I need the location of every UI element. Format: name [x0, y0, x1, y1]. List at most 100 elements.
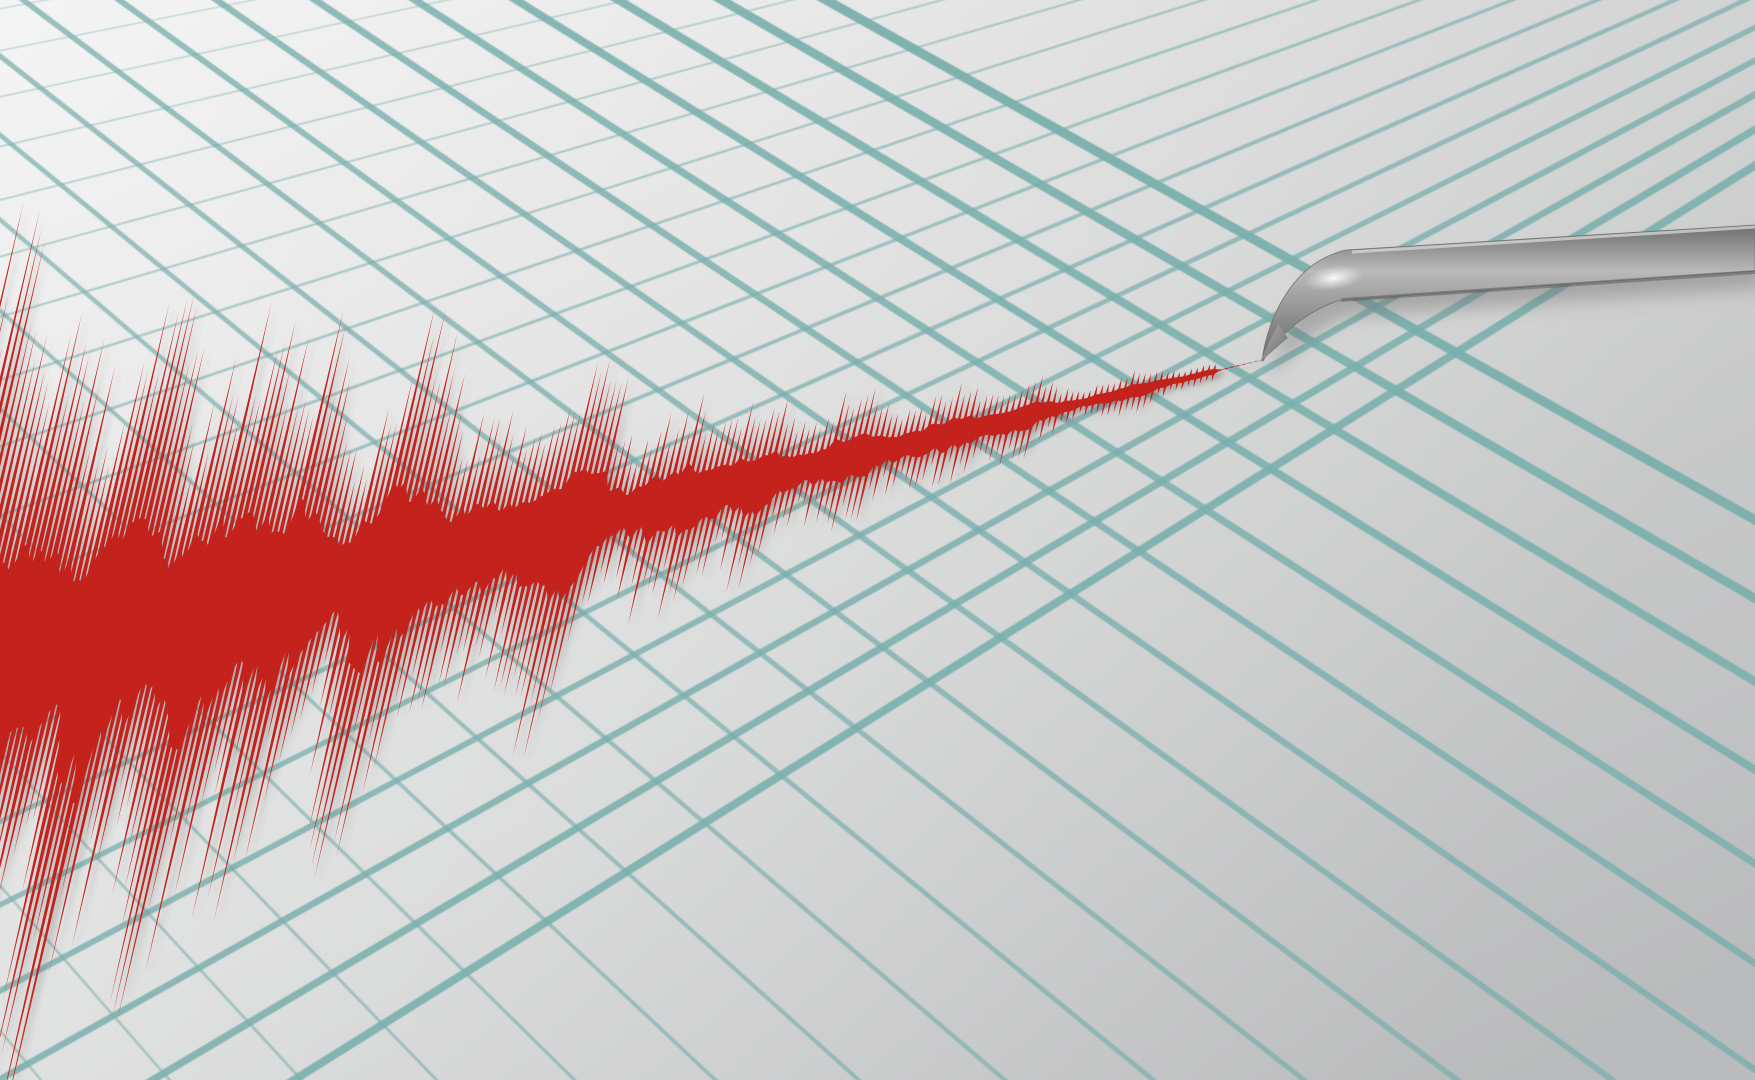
- trace-spike: [719, 417, 756, 572]
- trace-spike: [1224, 367, 1228, 370]
- trace-spike: [314, 309, 446, 880]
- trace-spike: [523, 381, 611, 760]
- trace-spike: [548, 382, 622, 698]
- trace-spike: [409, 458, 468, 714]
- trace-spike: [1248, 362, 1252, 364]
- trace-spike: [214, 399, 306, 796]
- trace-spike: [999, 393, 1017, 466]
- trace-spike: [478, 448, 527, 658]
- trace-spike: [120, 418, 240, 931]
- trace-spike: [868, 403, 889, 491]
- trace-spike: [701, 417, 739, 576]
- trace-spike: [22, 361, 145, 891]
- trace-spike: [1018, 381, 1036, 459]
- trace-spike: [362, 406, 452, 794]
- trace-spike: [290, 447, 358, 737]
- trace-spike: [0, 354, 90, 754]
- stylus-needle: [1260, 224, 1755, 362]
- trace-spike: [310, 424, 391, 775]
- trace-spike: [996, 394, 1011, 456]
- trace-spike: [1072, 390, 1080, 421]
- trace-spike: [0, 207, 41, 389]
- trace-spike: [803, 417, 830, 528]
- trace-spike: [308, 377, 413, 832]
- trace-spike: [989, 395, 1005, 462]
- trace-spike: [439, 417, 495, 656]
- trace-spike: [803, 427, 821, 506]
- trace-spike: [738, 410, 780, 591]
- trace-spike: [71, 421, 193, 947]
- trace-spike: [914, 395, 937, 489]
- trace-spike: [1230, 366, 1234, 368]
- trace-spike: [856, 405, 883, 523]
- trace-spike: [6, 298, 188, 1080]
- trace-spike: [1107, 383, 1115, 416]
- trace-spike: [128, 395, 233, 848]
- trace-spike: [922, 393, 943, 482]
- trace-spike: [749, 398, 789, 565]
- trace-spike: [663, 392, 705, 571]
- trace-spike: [883, 413, 899, 478]
- trace-spike: [126, 452, 209, 808]
- trace-spike: [842, 393, 869, 508]
- trace-spike: [309, 305, 436, 852]
- trace-spike: [2, 371, 149, 1000]
- trace-spike: [0, 379, 49, 603]
- trace-spike: [32, 420, 126, 822]
- trace-spike: [693, 421, 727, 564]
- trace-spike: [174, 402, 289, 897]
- trace-spike: [972, 395, 988, 459]
- trace-spike: [485, 431, 543, 680]
- trace-spike: [538, 379, 617, 721]
- trace-spike: [642, 427, 680, 586]
- trace-spike: [0, 463, 99, 890]
- trace-spike: [587, 439, 626, 605]
- trace-spike: [421, 455, 481, 711]
- trace-spike: [963, 400, 981, 475]
- trace-spike: [117, 396, 262, 1021]
- trace-spike: [191, 408, 310, 920]
- trace-spike: [949, 390, 972, 485]
- trace-spike: [60, 306, 197, 900]
- trace-spike: [1052, 393, 1062, 435]
- trace-spike: [86, 347, 199, 835]
- trace-spike: [457, 456, 514, 703]
- trace-spike: [905, 406, 923, 482]
- trace-spike: [368, 371, 455, 745]
- trace-spike: [0, 385, 100, 820]
- trace-spike: [892, 409, 911, 488]
- needle-specular-highlight: [1304, 265, 1364, 291]
- trace-spike: [845, 388, 876, 520]
- trace-spike: [617, 448, 652, 600]
- trace-spike: [417, 413, 485, 703]
- trace-spike: [530, 359, 611, 703]
- trace-spike: [627, 439, 671, 626]
- trace-spike: [1170, 370, 1175, 390]
- trace-spike: [0, 334, 48, 549]
- trace-spike: [0, 302, 170, 1038]
- trace-spike: [411, 457, 463, 679]
- trace-spike: [1113, 377, 1122, 413]
- trace-spike: [567, 376, 629, 643]
- trace-spike: [771, 416, 796, 520]
- trace-spike: [234, 414, 314, 759]
- trace-spike: [333, 378, 442, 844]
- trace-spike: [1162, 371, 1169, 398]
- trace-spike: [0, 227, 42, 416]
- trace-spike: [798, 421, 817, 504]
- trace-spike: [1023, 375, 1043, 459]
- trace-spike: [456, 410, 514, 656]
- trace-spike: [233, 356, 350, 862]
- trace-spike: [12, 293, 195, 1080]
- trace-spike: [207, 309, 344, 899]
- trace-spike: [96, 439, 195, 863]
- trace-spike: [119, 474, 193, 790]
- trace-spike: [438, 416, 501, 685]
- trace-spike: [581, 441, 620, 605]
- trace-spike: [0, 200, 25, 309]
- needle-contact-tip: [1260, 324, 1288, 362]
- trace-spike: [462, 435, 513, 653]
- trace-spike: [1012, 383, 1030, 460]
- trace-spike: [0, 346, 3, 358]
- trace-spike: [1149, 371, 1158, 404]
